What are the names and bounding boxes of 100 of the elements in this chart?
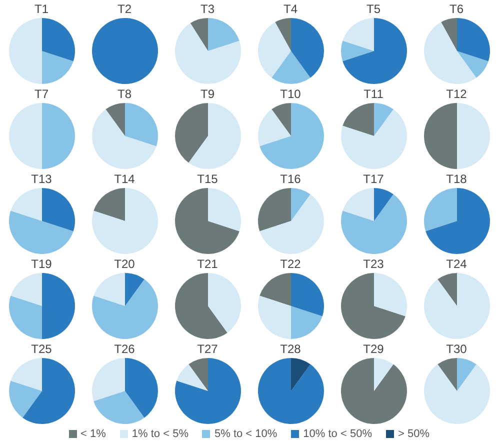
pie-slice <box>92 358 124 402</box>
pie-slice <box>374 273 406 316</box>
pie-slice <box>42 273 74 339</box>
pie-slice <box>8 103 42 169</box>
chart-title: T21 <box>197 257 218 271</box>
pie-slice <box>10 358 42 391</box>
chart-title: T14 <box>114 172 135 186</box>
pie-slice <box>437 358 456 391</box>
chart-title: T30 <box>446 342 467 356</box>
pie-slice <box>259 194 324 254</box>
pie-slice <box>42 188 74 232</box>
pie-slice <box>374 188 393 221</box>
pie-slice <box>342 18 406 84</box>
pie-slice <box>290 18 324 78</box>
chart-title: T29 <box>363 342 384 356</box>
pie-slice <box>290 306 322 339</box>
pie-slice <box>190 18 208 51</box>
pie-slice <box>174 188 239 254</box>
chart-title: T2 <box>117 2 132 16</box>
chart-title: T4 <box>283 2 298 16</box>
pie-slice <box>208 273 240 333</box>
pie-slice <box>92 279 158 339</box>
pie-slice <box>124 358 158 418</box>
legend-label: < 1% <box>80 428 106 440</box>
pie-slice <box>258 109 290 146</box>
pie-slice <box>425 188 490 254</box>
pie-slice <box>424 273 490 339</box>
chart-title: T17 <box>363 172 384 186</box>
chart-title: T25 <box>31 342 52 356</box>
legend-label: 1% to < 5% <box>132 428 188 440</box>
chart-title: T3 <box>200 2 214 16</box>
pie-slice <box>258 296 290 339</box>
pie-slice <box>22 358 74 424</box>
pie-slice <box>208 188 240 232</box>
pie-slice <box>93 273 124 306</box>
chart-title: T16 <box>280 172 301 186</box>
pie-slice <box>290 188 310 221</box>
pie-slice <box>42 103 74 169</box>
chart-title: T1 <box>34 2 48 16</box>
pie-slice <box>340 40 374 62</box>
pie-slice <box>93 391 144 424</box>
pie-slice <box>424 188 456 232</box>
pie-slice <box>8 18 42 84</box>
chart-title: T9 <box>200 87 214 101</box>
pie-slice <box>456 358 476 391</box>
pie-slice <box>456 18 490 62</box>
pie-slice <box>259 273 290 306</box>
pie-slice <box>124 103 158 146</box>
pie-slice <box>258 188 290 232</box>
chart-title: T20 <box>114 257 135 271</box>
chart-title: T27 <box>197 342 218 356</box>
pie-slice <box>188 103 240 169</box>
pie-slice <box>10 188 42 221</box>
pie-slice <box>42 18 74 62</box>
pie-slice <box>456 103 490 169</box>
pie-slice <box>208 18 239 51</box>
pie-slice <box>424 364 490 424</box>
chart-title: T24 <box>446 257 467 271</box>
pie-slice <box>188 358 208 391</box>
chart-title: T23 <box>363 257 384 271</box>
pie-slice <box>259 103 324 169</box>
pie-slice <box>342 18 374 51</box>
chart-title: T7 <box>34 87 48 101</box>
legend-label: 10% to < 50% <box>303 428 372 440</box>
chart-title: T22 <box>280 257 301 271</box>
pie-slice <box>105 103 124 136</box>
chart-title: T13 <box>31 172 52 186</box>
pie-slice <box>440 18 456 51</box>
pie-slice <box>424 22 476 84</box>
pie-slice <box>258 22 290 78</box>
pie-slice <box>374 358 393 391</box>
pie-slice <box>124 273 144 306</box>
pie-slice <box>8 296 42 339</box>
pie-slice <box>290 273 324 316</box>
chart-title: T10 <box>280 87 301 101</box>
pie-slice <box>290 358 310 391</box>
chart-title: T6 <box>449 2 464 16</box>
chart-title: T8 <box>117 87 132 101</box>
chart-title: T11 <box>364 87 384 101</box>
chart-title: T15 <box>197 172 218 186</box>
chart-title: T5 <box>366 2 380 16</box>
legend-label: > 50% <box>398 428 430 440</box>
pie-slice <box>93 188 124 221</box>
pie-slice <box>174 23 240 84</box>
pie-slice <box>340 273 405 339</box>
pie-slice <box>92 188 158 254</box>
pie-slice <box>340 358 406 424</box>
pie-slice <box>8 210 73 254</box>
pie-slice <box>456 51 488 78</box>
pie-slice <box>92 109 156 169</box>
chart-title: T28 <box>280 342 301 356</box>
pie-slice <box>8 380 42 418</box>
pie-slice <box>176 364 208 391</box>
pie-slice <box>10 273 42 306</box>
pie-slice <box>340 194 406 254</box>
pie-slice <box>271 51 310 84</box>
pie-slice <box>374 103 393 136</box>
chart-title: T12 <box>446 87 467 101</box>
pie-slice <box>342 188 374 221</box>
pie-slice <box>340 109 406 169</box>
